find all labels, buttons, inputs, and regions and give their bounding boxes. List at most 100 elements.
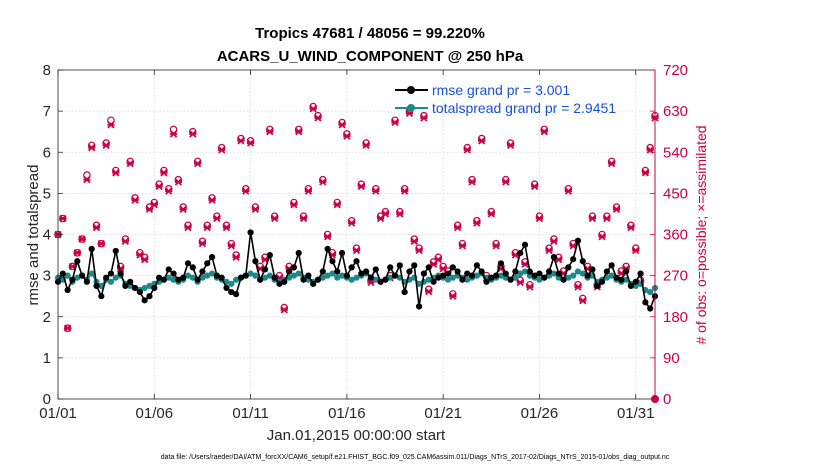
obs_assimilated-point-100 (535, 214, 544, 223)
totalspread-point-95 (512, 274, 519, 281)
totalspread-point-96 (517, 270, 524, 277)
rmse-point-58 (334, 268, 341, 275)
obs_assimilated-point-120 (632, 246, 640, 255)
obs_assimilated-point-25 (174, 178, 182, 186)
totalspread-point-55 (319, 274, 326, 281)
obs_assimilated-point-114 (603, 214, 611, 223)
rmse-point-60 (343, 272, 350, 279)
rmse-point-87 (473, 262, 480, 269)
rmse-point-110 (584, 272, 591, 279)
rmse-point-92 (497, 260, 505, 267)
rmse-point-74 (411, 262, 418, 269)
obs_assimilated-point-107 (569, 242, 577, 250)
y-right-tick-label-5: 450 (663, 185, 688, 202)
rmse-point-44 (266, 251, 273, 259)
y-right-tick-label-2: 180 (663, 309, 688, 326)
obs_assimilated-point-10 (102, 141, 110, 150)
rmse-point-17 (136, 288, 143, 296)
rmse-point-37 (233, 291, 240, 298)
obs_assimilated-point-16 (131, 196, 139, 204)
obs_assimilated-point-3 (68, 262, 77, 271)
y-left-axis-ticks: 0 1 2 3 4 5 6 7 8 (43, 62, 63, 408)
rmse-point-84 (459, 276, 466, 283)
obs_assimilated-point-70 (391, 118, 399, 127)
obs-count-markers (54, 102, 659, 403)
obs_assimilated-point-83 (453, 224, 462, 232)
rmse-point-99 (531, 272, 538, 279)
rmse-point-36 (228, 288, 235, 296)
obs_assimilated-point-119 (627, 224, 635, 232)
obs_assimilated-point-108 (574, 283, 582, 291)
obs_assimilated-point-116 (612, 205, 621, 214)
obs_assimilated-point-87 (473, 219, 481, 227)
totalspread-point-57 (329, 270, 336, 277)
obs_assimilated-point-24 (169, 130, 178, 138)
obs_assimilated-point-15 (126, 160, 134, 168)
rmse-point-9 (98, 293, 105, 300)
totalspread-point-56 (324, 272, 331, 279)
totalspread-point-92 (497, 272, 505, 279)
obs_assimilated-point-1 (59, 214, 67, 223)
rmse-point-108 (574, 237, 582, 244)
obs_assimilated-point-79 (434, 255, 442, 264)
y-left-tick-label-2: 2 (43, 309, 51, 326)
rmse-point-96 (517, 249, 524, 257)
y-left-axis-label: rmse and totalspread (25, 165, 42, 306)
obs_assimilated-point-31 (203, 224, 211, 232)
legend: rmse grand pr = 3.001 totalspread grand … (395, 82, 616, 116)
obs_assimilated-point-55 (319, 178, 327, 186)
obs_assimilated-point-22 (160, 169, 168, 177)
rmse-point-3 (69, 276, 76, 283)
rmse-point-83 (454, 268, 461, 275)
totalspread-point-19 (146, 282, 153, 290)
obs_assimilated-point-96 (516, 278, 524, 287)
rmse-point-31 (204, 260, 211, 267)
rmse-point-76 (420, 270, 428, 277)
rmse-point-19 (146, 293, 153, 300)
chart-title-line1: Tropics 47681 / 48056 = 99.220% (255, 25, 485, 42)
totalspread-point-40 (247, 270, 254, 277)
rmse-point-112 (594, 282, 601, 290)
totalspread-point-66 (372, 276, 379, 283)
x-tick-label-2: 01/11 (232, 405, 268, 422)
rmse-point-123 (647, 305, 654, 312)
rmse-point-46 (276, 280, 283, 287)
rmse-point-119 (627, 282, 635, 290)
rmse-point-118 (623, 268, 630, 275)
obs_assimilated-point-32 (208, 196, 216, 204)
legend-rmse-marker (407, 86, 415, 94)
rmse-point-43 (261, 266, 269, 273)
obs_assimilated-point-63 (357, 182, 365, 191)
totalspread-point-85 (464, 276, 471, 283)
totalspread-point-107 (570, 272, 577, 279)
rmse-point-57 (329, 258, 336, 265)
rmse-point-21 (156, 274, 163, 281)
totalspread-point-12 (112, 274, 119, 281)
totalspread-point-123 (647, 288, 654, 296)
rmse-point-66 (372, 266, 379, 273)
rmse-point-109 (579, 258, 586, 265)
grid (57, 69, 655, 400)
rmse-point-7 (88, 245, 95, 252)
y-left-tick-label-8: 8 (43, 62, 51, 79)
rmse-point-88 (478, 268, 485, 275)
obs_assimilated-point-20 (150, 201, 158, 209)
totalspread-point-103 (550, 270, 557, 277)
rmse-point-35 (223, 284, 230, 292)
obs_assimilated-point-85 (463, 146, 471, 154)
totalspread-point-49 (290, 272, 298, 279)
totalspread-point-108 (574, 268, 582, 275)
obs_assimilated-point-111 (588, 214, 597, 223)
obs_assimilated-point-2 (63, 324, 72, 332)
rmse-point-52 (305, 272, 312, 279)
totalspread-point-44 (266, 272, 273, 279)
rmse-point-65 (367, 274, 375, 281)
rmse-point-6 (83, 278, 90, 285)
y-right-axis-ticks: 0 90 180 270 360 450 540 630 720 (650, 62, 688, 408)
totalspread-point-23 (165, 274, 172, 281)
totalspread-point-4 (74, 274, 81, 281)
rmse-point-80 (440, 272, 447, 279)
obs_assimilated-point-58 (333, 201, 341, 209)
y-right-tick-label-3: 270 (663, 268, 688, 285)
obs_assimilated-point-41 (251, 205, 260, 214)
